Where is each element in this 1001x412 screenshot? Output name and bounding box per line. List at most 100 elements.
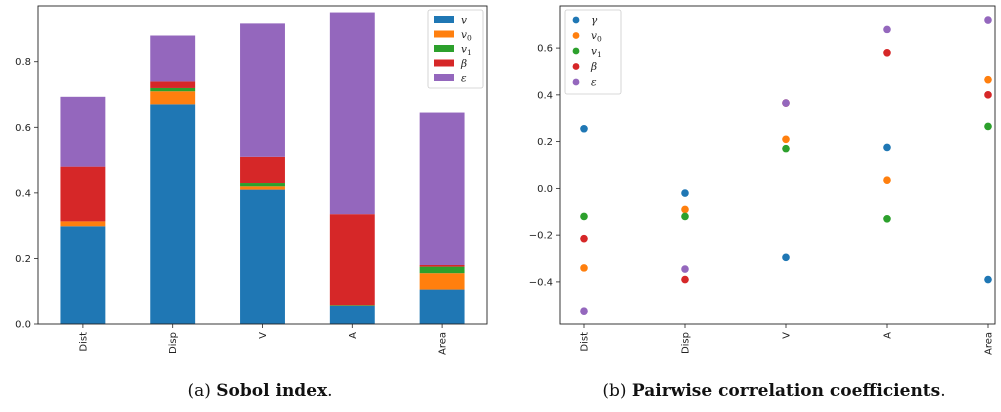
legend-swatch	[434, 30, 454, 38]
legend-swatch	[434, 74, 454, 81]
legend-label: v1	[461, 44, 472, 58]
legend-symbol: β	[460, 58, 467, 70]
bar-segment	[150, 87, 196, 92]
x-tick-label: Area	[984, 332, 995, 355]
legend-swatch	[434, 59, 454, 67]
legend-label: v	[461, 15, 467, 27]
bar-segment	[60, 96, 106, 167]
scatter-point	[580, 124, 588, 133]
x-tick-label: Disp	[168, 332, 179, 354]
plot-frame	[559, 5, 996, 325]
legend-subscript: 1	[467, 48, 472, 57]
scatter-point	[782, 253, 790, 262]
legend-symbol: v	[591, 30, 597, 42]
caption-b: (b) Pairwise correlation coefficients.	[602, 381, 945, 401]
bar-segment	[60, 221, 106, 227]
y-tick-label: 0.4	[15, 188, 31, 199]
scatter-point	[883, 143, 891, 152]
legend-symbol: γ	[591, 15, 598, 27]
legend-symbol: v	[461, 44, 467, 56]
y-tick-label: 0.0	[15, 320, 31, 331]
caption-a: (a) Sobol index.	[187, 381, 332, 401]
bar-segment	[150, 104, 196, 324]
scatter-point	[883, 214, 891, 223]
x-tick-label: Disp	[681, 332, 692, 354]
bar-segment	[240, 189, 285, 324]
legend-marker	[572, 78, 580, 86]
y-tick-label: 0.8	[15, 57, 31, 68]
x-tick-label: Area	[438, 332, 449, 355]
bar-segment	[150, 91, 196, 105]
legend-label: β	[460, 58, 467, 70]
scatter-point	[883, 48, 891, 57]
bar-segment	[150, 81, 196, 88]
legend-label: ε	[591, 77, 597, 89]
scatter-point	[984, 16, 992, 24]
bar-segment	[329, 214, 375, 306]
legend-subscript: 0	[597, 35, 602, 44]
y-tick-label: 0.2	[537, 137, 553, 148]
bar-segment	[60, 166, 106, 222]
scatter-point	[580, 264, 588, 272]
bar-segment	[240, 183, 285, 187]
legend-symbol: β	[590, 61, 597, 73]
bar-segment	[240, 186, 285, 190]
legend-marker	[572, 63, 580, 70]
y-tick-label: 0.2	[15, 254, 31, 265]
bar-segment	[240, 23, 285, 157]
scatter-point	[681, 275, 689, 284]
y-tick-label: 0.6	[15, 123, 31, 134]
bar-segment	[419, 273, 465, 290]
legend-symbol: ε	[461, 73, 467, 85]
y-tick-label: 0.0	[537, 184, 553, 195]
bar-segment	[419, 264, 465, 267]
legend-label: v1	[591, 46, 602, 60]
legend-label: v0	[591, 30, 602, 44]
x-tick-label: A	[348, 332, 359, 339]
bar-segment	[329, 12, 375, 215]
bar-segment	[419, 289, 465, 324]
legend-symbol: v	[461, 15, 467, 27]
scatter-point	[984, 91, 992, 99]
legend-symbol: v	[591, 46, 597, 58]
scatter-point	[681, 265, 689, 273]
legend-label: β	[590, 61, 597, 73]
x-tick-label: Dist	[78, 332, 89, 352]
x-tick-label: V	[782, 332, 793, 339]
x-tick-label: V	[258, 332, 269, 339]
scatter-point	[984, 275, 992, 284]
bar-segment	[60, 226, 106, 324]
y-tick-label: −0.4	[529, 277, 553, 288]
scatter-point	[580, 234, 588, 243]
legend-subscript: 0	[467, 34, 472, 43]
y-tick-label: 0.4	[537, 90, 553, 101]
legend-label: ε	[461, 73, 467, 85]
y-tick-label: 0.6	[537, 44, 553, 55]
bar-segment	[329, 305, 375, 306]
bar-segment	[329, 305, 375, 324]
scatter-point	[681, 189, 689, 197]
scatter-point	[580, 212, 588, 221]
legend-swatch	[434, 45, 454, 52]
legend-label: γ	[591, 15, 598, 27]
x-tick-label: A	[883, 332, 894, 339]
legend-box	[427, 9, 484, 89]
legend-swatch	[434, 16, 454, 23]
bar-segment	[419, 266, 465, 274]
legend-box	[564, 9, 622, 95]
legend-marker	[572, 47, 580, 55]
legend-marker	[572, 32, 580, 39]
scatter-point	[580, 307, 588, 315]
scatter-point	[883, 25, 891, 34]
scatter-point	[984, 122, 992, 131]
scatter-point	[782, 144, 790, 153]
scatter-point	[984, 75, 992, 84]
y-tick-label: −0.2	[529, 231, 553, 242]
legend-label: v0	[461, 29, 472, 43]
scatter-point	[681, 205, 689, 214]
bar-segment	[419, 112, 465, 265]
bar-segment	[150, 35, 196, 82]
